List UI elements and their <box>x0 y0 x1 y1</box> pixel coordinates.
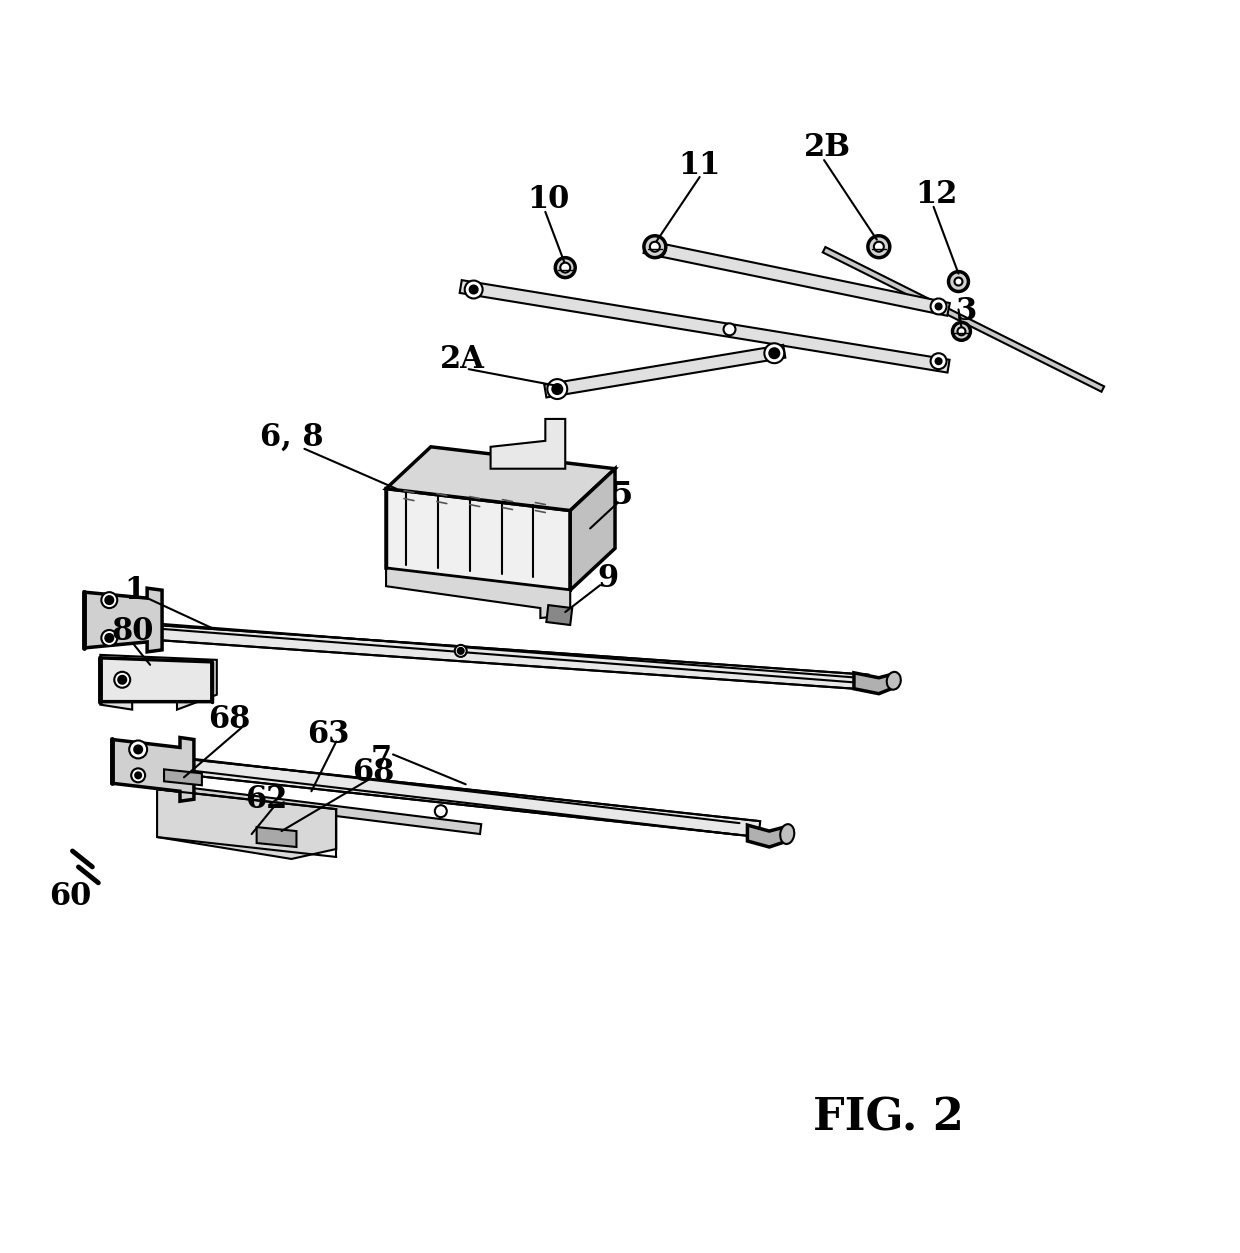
Text: 1: 1 <box>124 575 146 605</box>
Text: 3: 3 <box>956 296 977 327</box>
Polygon shape <box>113 738 193 801</box>
Circle shape <box>135 772 141 778</box>
Text: 11: 11 <box>678 149 720 180</box>
Text: 7: 7 <box>371 744 392 774</box>
Polygon shape <box>460 281 950 372</box>
Text: 6, 8: 6, 8 <box>259 421 324 452</box>
Circle shape <box>552 385 562 393</box>
Circle shape <box>650 242 660 252</box>
Circle shape <box>547 380 567 398</box>
Polygon shape <box>117 752 760 837</box>
Circle shape <box>644 236 666 258</box>
Polygon shape <box>164 769 202 786</box>
Polygon shape <box>100 655 217 709</box>
Circle shape <box>952 322 971 341</box>
Polygon shape <box>386 569 570 618</box>
Circle shape <box>131 768 145 782</box>
Text: 5: 5 <box>611 480 632 511</box>
Text: 9: 9 <box>598 563 619 594</box>
Polygon shape <box>100 658 212 702</box>
Text: 80: 80 <box>112 616 154 648</box>
Circle shape <box>129 741 148 758</box>
Polygon shape <box>84 588 162 652</box>
Circle shape <box>769 348 779 358</box>
Text: FIG. 2: FIG. 2 <box>813 1096 965 1139</box>
Circle shape <box>957 327 966 336</box>
Polygon shape <box>854 673 894 694</box>
Ellipse shape <box>780 824 795 845</box>
Polygon shape <box>157 789 336 860</box>
Text: 12: 12 <box>915 179 957 211</box>
Circle shape <box>455 645 466 657</box>
Circle shape <box>556 258 575 278</box>
Polygon shape <box>257 827 296 847</box>
Polygon shape <box>748 826 784 847</box>
Circle shape <box>470 286 477 293</box>
Text: 68: 68 <box>208 704 250 736</box>
Circle shape <box>935 303 941 309</box>
Polygon shape <box>386 489 570 590</box>
Circle shape <box>118 675 126 684</box>
Circle shape <box>102 593 118 608</box>
Circle shape <box>560 263 570 273</box>
Circle shape <box>930 353 946 370</box>
Ellipse shape <box>887 672 900 689</box>
Circle shape <box>465 281 482 298</box>
Circle shape <box>102 630 118 645</box>
Polygon shape <box>161 784 481 834</box>
Circle shape <box>105 596 113 604</box>
Circle shape <box>930 298 946 315</box>
Circle shape <box>868 236 890 258</box>
Text: 10: 10 <box>527 184 569 216</box>
Polygon shape <box>547 605 572 625</box>
Circle shape <box>134 746 143 753</box>
Circle shape <box>105 634 113 642</box>
Polygon shape <box>386 447 615 510</box>
Text: 60: 60 <box>50 881 92 912</box>
Text: 63: 63 <box>308 719 350 751</box>
Polygon shape <box>491 419 565 469</box>
Polygon shape <box>570 469 615 590</box>
Circle shape <box>458 648 464 654</box>
Circle shape <box>114 672 130 688</box>
Text: 62: 62 <box>246 783 288 814</box>
Circle shape <box>647 239 666 258</box>
Polygon shape <box>544 345 785 397</box>
Circle shape <box>652 244 661 253</box>
Circle shape <box>955 278 962 286</box>
Text: 2A: 2A <box>440 343 485 375</box>
Circle shape <box>435 806 446 817</box>
Circle shape <box>949 272 968 292</box>
Circle shape <box>764 343 784 363</box>
Text: 2B: 2B <box>804 132 851 163</box>
Polygon shape <box>823 247 1104 392</box>
Text: 68: 68 <box>352 757 394 788</box>
Circle shape <box>723 323 735 336</box>
Polygon shape <box>644 241 950 316</box>
Circle shape <box>935 358 941 365</box>
Circle shape <box>874 242 884 252</box>
Polygon shape <box>84 620 869 689</box>
